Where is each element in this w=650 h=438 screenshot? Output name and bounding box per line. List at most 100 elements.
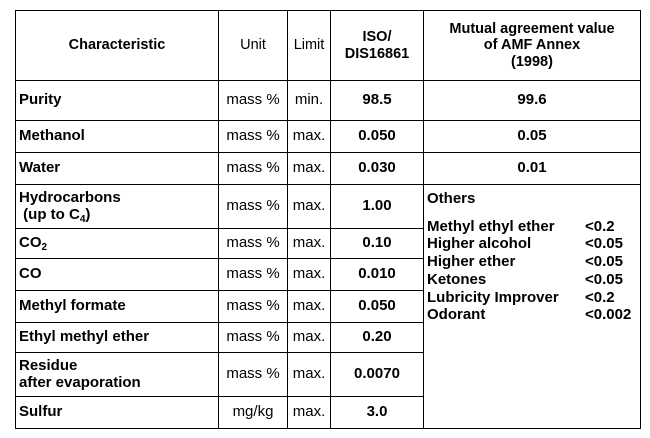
others-cell: Others Methyl ethyl ether <0.2 Higher alcoh… bbox=[423, 184, 641, 429]
text: Hydrocarbons bbox=[19, 188, 121, 206]
limit-cell: max. bbox=[287, 120, 331, 153]
text-line: CO2 bbox=[19, 234, 215, 254]
iso-cell: 0.030 bbox=[330, 152, 424, 185]
iso-cell: 0.10 bbox=[330, 228, 424, 259]
text-line: (1998) bbox=[511, 53, 553, 70]
text-line: Methanol bbox=[19, 127, 215, 145]
others-value: <0.05 bbox=[585, 253, 623, 271]
text-line: Ethyl methyl ether bbox=[19, 328, 215, 346]
text-line: Methyl formate bbox=[19, 297, 215, 315]
header-cell: Unit bbox=[218, 10, 288, 81]
others-title: Others bbox=[427, 190, 476, 207]
characteristic-cell: CO bbox=[15, 258, 219, 291]
others-name: Ketones bbox=[427, 270, 487, 288]
table-row: Methyl formate mass % max. 0.050 bbox=[15, 290, 641, 323]
others-name: Odorant bbox=[427, 306, 486, 324]
others-value: <0.2 bbox=[585, 288, 615, 306]
unit-cell: mass % bbox=[218, 258, 288, 291]
characteristic-cell: Water bbox=[15, 152, 219, 185]
unit-cell: mass % bbox=[218, 290, 288, 323]
limit-cell: max. bbox=[287, 184, 331, 229]
spec-table: Characteristic Unit Limit ISO/DIS16861 Mutua… bbox=[15, 10, 641, 429]
text: Methyl formate bbox=[19, 297, 126, 315]
table-row: Purity mass % min. 98.5 99.6 bbox=[15, 80, 641, 121]
others-value: <0.05 bbox=[585, 235, 623, 253]
limit-cell: max. bbox=[287, 322, 331, 353]
iso-cell: 1.00 bbox=[330, 184, 424, 229]
unit-cell: mass % bbox=[218, 352, 288, 397]
text-line: Residue bbox=[19, 357, 215, 375]
others-name: Higher ether bbox=[427, 253, 516, 271]
others-name: Higher alcohol bbox=[427, 235, 532, 253]
unit-cell: mass % bbox=[218, 184, 288, 229]
unit-cell: mass % bbox=[218, 322, 288, 353]
limit-cell: max. bbox=[287, 290, 331, 323]
iso-cell: 3.0 bbox=[330, 396, 424, 429]
characteristic-cell: Ethyl methyl ether bbox=[15, 322, 219, 353]
text-line: of AMF Annex bbox=[483, 37, 581, 54]
others-name: Methyl ethyl ether bbox=[427, 217, 555, 235]
table-row: CO2 mass % max. 0.10 bbox=[15, 228, 641, 259]
unit-cell: mass % bbox=[218, 120, 288, 153]
limit-cell: min. bbox=[287, 80, 331, 121]
unit-cell: mass % bbox=[218, 80, 288, 121]
text-line: Purity bbox=[19, 91, 215, 109]
text: Ethyl methyl ether bbox=[19, 328, 150, 346]
iso-cell: 98.5 bbox=[330, 80, 424, 121]
text: Sulfur bbox=[19, 403, 63, 421]
table-row: Water mass % max. 0.030 0.01 bbox=[15, 152, 641, 185]
characteristic-cell: Methanol bbox=[15, 120, 219, 153]
text-line: Mutual agreement value bbox=[449, 21, 615, 38]
iso-cell: 0.050 bbox=[330, 120, 424, 153]
text-line: DIS16861 bbox=[344, 45, 410, 62]
header-cell: Mutual agreement value of AMF Annex (1998) bbox=[423, 10, 641, 81]
text-line: Hydrocarbons bbox=[19, 188, 215, 207]
unit-cell: mass % bbox=[218, 152, 288, 185]
iso-cell: 0.050 bbox=[330, 290, 424, 323]
limit-cell: max. bbox=[287, 152, 331, 185]
unit-cell: mass % bbox=[218, 228, 288, 259]
text: ) bbox=[85, 205, 91, 223]
text: Methanol bbox=[19, 127, 85, 145]
others-value: <0.05 bbox=[585, 270, 623, 288]
header-cell: Limit bbox=[287, 10, 331, 81]
text: Purity bbox=[19, 91, 62, 109]
text-line: Sulfur bbox=[19, 403, 215, 421]
characteristic-cell: Sulfur bbox=[15, 396, 219, 429]
text: (up to C bbox=[19, 205, 80, 223]
iso-cell: 0.010 bbox=[330, 258, 424, 291]
others-value: <0.2 bbox=[585, 217, 615, 235]
header-cell: ISO/DIS16861 bbox=[330, 10, 424, 81]
others-name: Lubricity Improver bbox=[427, 288, 559, 306]
text-line: CO bbox=[19, 265, 215, 283]
table-row: Ethyl methyl ether mass % max. 0.20 bbox=[15, 322, 641, 353]
characteristic-cell: CO2 bbox=[15, 228, 219, 259]
subscript: 4 bbox=[79, 213, 86, 225]
text-line: after evaporation bbox=[19, 373, 215, 392]
iso-cell: 0.0070 bbox=[330, 352, 424, 397]
limit-cell: max. bbox=[287, 396, 331, 429]
unit-cell: mg/kg bbox=[218, 396, 288, 429]
iso-cell: 0.20 bbox=[330, 322, 424, 353]
text: Water bbox=[19, 159, 61, 177]
others-list: Methyl ethyl ether <0.2 Higher alcohol <0.0… bbox=[427, 218, 637, 324]
table-row: Sulfur mg/kg max. 3.0 bbox=[15, 396, 641, 429]
characteristic-cell: Methyl formate bbox=[15, 290, 219, 323]
limit-cell: max. bbox=[287, 228, 331, 259]
header-row: Characteristic Unit Limit ISO/DIS16861 Mutua… bbox=[15, 10, 641, 81]
limit-cell: max. bbox=[287, 258, 331, 291]
text-line: ISO/ bbox=[362, 29, 392, 46]
others-value: <0.002 bbox=[585, 306, 632, 324]
characteristic-cell: Hydrocarbons (up to C4) bbox=[15, 184, 219, 229]
subscript: 2 bbox=[41, 242, 48, 254]
text-line: (up to C4) bbox=[19, 205, 215, 225]
text: after evaporation bbox=[19, 373, 141, 391]
text: CO bbox=[19, 265, 42, 283]
text-line: Water bbox=[19, 159, 215, 177]
table-row: CO mass % max. 0.010 bbox=[15, 258, 641, 291]
mutual-cell: 99.6 bbox=[423, 80, 641, 121]
characteristic-cell: Purity bbox=[15, 80, 219, 121]
text: CO bbox=[19, 234, 42, 252]
mutual-cell: 0.05 bbox=[423, 120, 641, 153]
